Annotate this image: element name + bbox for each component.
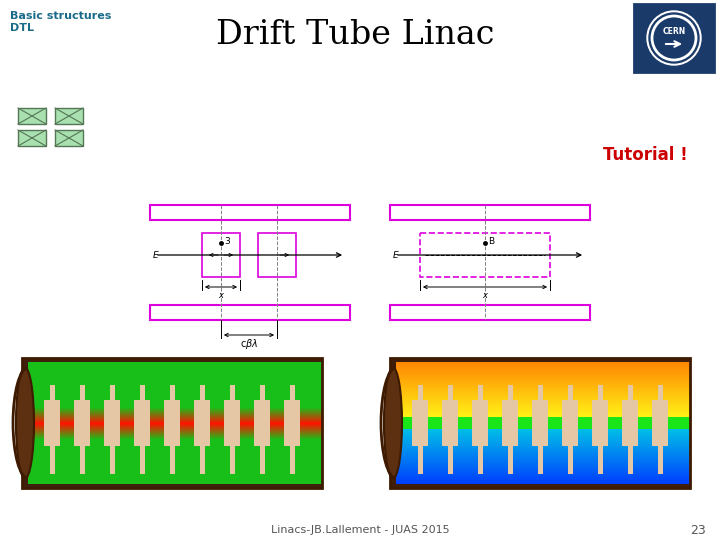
Bar xyxy=(22,358,322,488)
Bar xyxy=(150,205,350,220)
Bar xyxy=(390,205,590,220)
Text: x: x xyxy=(218,291,223,300)
Text: Drift Tube Linac: Drift Tube Linac xyxy=(216,19,494,51)
Bar xyxy=(18,108,46,124)
Bar xyxy=(390,305,590,320)
Circle shape xyxy=(649,13,699,63)
Text: CERN: CERN xyxy=(662,26,685,36)
Bar xyxy=(150,305,350,320)
Ellipse shape xyxy=(16,368,34,478)
Bar xyxy=(55,108,83,124)
Text: c$\beta\lambda$: c$\beta\lambda$ xyxy=(240,337,258,351)
Text: Linacs-JB.Lallement - JUAS 2015: Linacs-JB.Lallement - JUAS 2015 xyxy=(271,525,449,535)
Text: E: E xyxy=(393,251,399,260)
Text: 3: 3 xyxy=(224,237,230,246)
Bar xyxy=(258,233,296,277)
Text: B: B xyxy=(488,237,494,246)
Text: Basic structures: Basic structures xyxy=(10,11,112,21)
Circle shape xyxy=(647,11,701,65)
Ellipse shape xyxy=(384,368,402,478)
Text: DTL: DTL xyxy=(10,23,34,33)
Text: x: x xyxy=(482,291,487,300)
Bar xyxy=(18,130,46,146)
Bar xyxy=(55,130,83,146)
Text: Tutorial !: Tutorial ! xyxy=(603,146,688,164)
Bar xyxy=(634,4,714,72)
Bar xyxy=(202,233,240,277)
Bar xyxy=(390,358,690,488)
Text: E: E xyxy=(153,251,158,260)
Text: 23: 23 xyxy=(690,523,706,537)
Bar xyxy=(420,233,550,277)
